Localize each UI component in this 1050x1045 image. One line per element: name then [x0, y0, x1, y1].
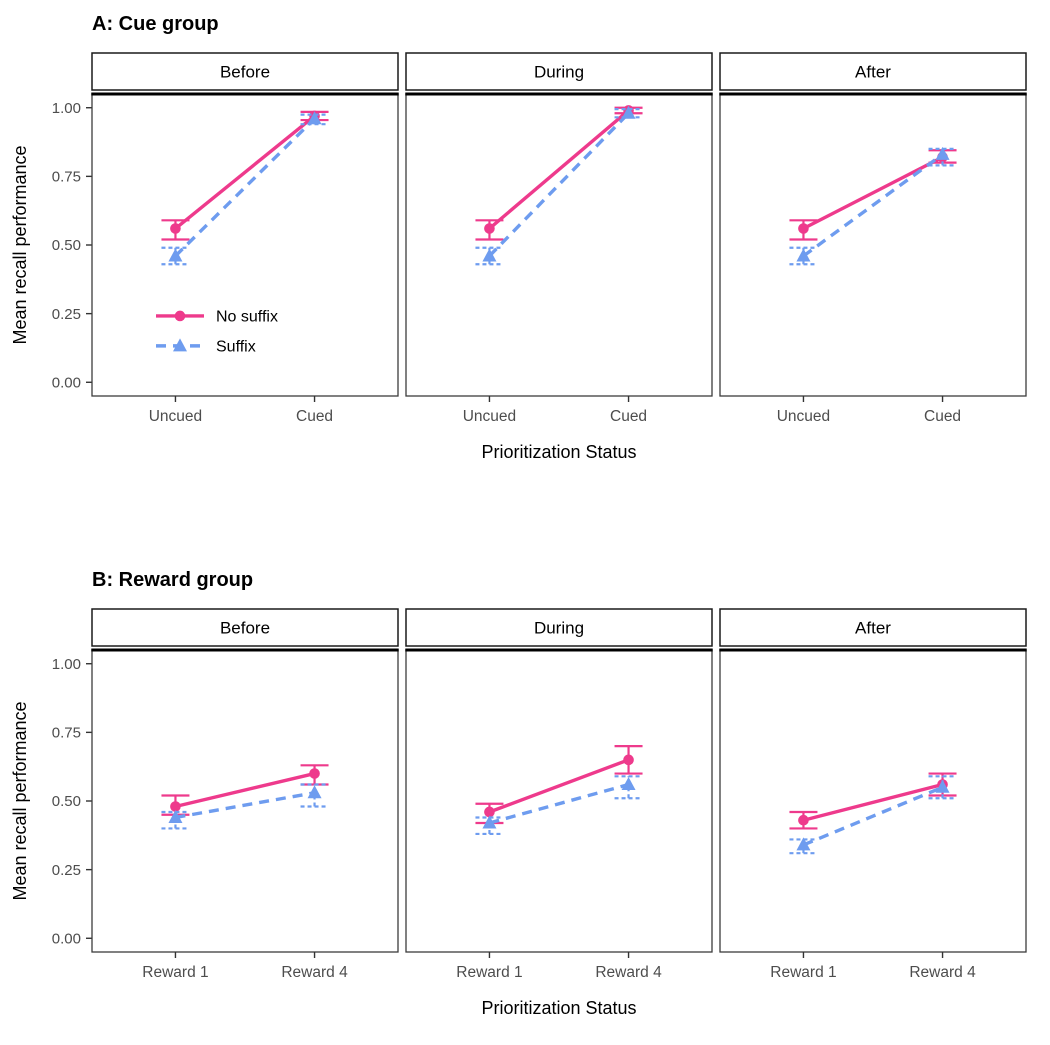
data-point-circle	[798, 814, 809, 826]
figure-a-chart: 0.00 0.25 0.50 0.75 1.00 Mean recall performa…	[10, 52, 1027, 462]
series-line	[803, 782, 943, 822]
panel	[405, 93, 713, 397]
x-axis-title: Prioritization Status	[481, 442, 636, 462]
data-point-circle	[484, 223, 495, 234]
x-axis-tick-label: Reward 1	[456, 964, 522, 981]
facet-strip	[91, 52, 399, 91]
x-axis-tick-label: Cued	[610, 408, 647, 425]
data-point-circle	[484, 806, 495, 818]
panel	[91, 649, 399, 953]
data-point-triangle	[621, 105, 636, 119]
x-axis-tick-label: Uncued	[463, 408, 516, 425]
series-line	[802, 155, 944, 231]
series-line	[802, 153, 944, 258]
x-axis-tick-label: Reward 1	[770, 964, 836, 981]
figure-a: A: Cue group 0.00 0.25 0.50 0.75 1.00 Mean re…	[0, 0, 1050, 471]
x-axis-tick-label: Reward 1	[142, 964, 208, 981]
series-line	[488, 109, 630, 230]
data-point-triangle	[935, 779, 950, 793]
y-axis-tick-label: 0.25	[52, 306, 81, 323]
data-point-circle	[170, 801, 181, 812]
figure-b-title: B: Reward group	[92, 569, 254, 591]
x-axis-tick-label: Reward 4	[281, 964, 348, 981]
x-axis-tick-label: Uncued	[149, 408, 202, 425]
series-line	[175, 771, 315, 809]
series-line	[174, 117, 316, 258]
figure-a-title: A: Cue group	[92, 13, 219, 35]
facet-strip	[719, 608, 1027, 647]
y-axis-tick-label: 0.50	[52, 237, 81, 254]
y-axis-tick-label: 0.50	[52, 793, 81, 810]
data-point-triangle	[482, 815, 497, 829]
y-axis-title: Mean recall performance	[10, 701, 30, 900]
legend-key-marker	[174, 310, 186, 322]
x-axis-tick-label: Cued	[296, 408, 333, 425]
data-point-triangle	[796, 248, 811, 262]
series-line	[802, 785, 944, 847]
figure-b: B: Reward group 0.00 0.25 0.50 0.75 1.00 Mean…	[0, 566, 1050, 1027]
facet-strip	[719, 52, 1027, 91]
data-point-triangle	[621, 777, 636, 791]
legend-key-marker	[173, 338, 187, 352]
series-line	[174, 114, 316, 230]
series-line	[489, 782, 629, 825]
series-line	[488, 758, 630, 814]
y-axis-tick-label: 1.00	[52, 656, 81, 673]
data-point-triangle	[307, 785, 322, 799]
panel	[405, 649, 713, 953]
data-point-circle	[309, 768, 320, 779]
y-axis-tick-label: 0.75	[52, 169, 81, 186]
panel	[91, 93, 399, 397]
x-axis-tick-label: Cued	[924, 408, 961, 425]
data-point-triangle	[482, 248, 497, 262]
y-axis-tick-label: 0.25	[52, 862, 81, 879]
series-line	[175, 791, 315, 820]
figure-b-chart: 0.00 0.25 0.50 0.75 1.00 Mean recall performa…	[10, 608, 1027, 1018]
data-point-circle	[623, 754, 634, 766]
facet-strip	[405, 52, 713, 91]
x-axis-title: Prioritization Status	[481, 998, 636, 1018]
facet-strip-label: After	[855, 63, 891, 82]
facet-strip-label: During	[534, 63, 584, 82]
data-point-circle	[170, 223, 181, 234]
facet-strip	[405, 608, 713, 647]
x-axis-tick-label: Reward 4	[595, 964, 662, 981]
y-axis-tick-label: 0.00	[52, 930, 81, 947]
facet-strip	[91, 608, 399, 647]
facet-strip-label: Before	[220, 63, 270, 82]
panel	[719, 93, 1027, 397]
y-axis-tick-label: 1.00	[52, 100, 81, 117]
data-point-circle	[798, 223, 809, 234]
data-point-triangle	[935, 146, 950, 160]
x-axis-tick-label: Reward 4	[909, 964, 976, 981]
y-axis-title: Mean recall performance	[10, 145, 30, 344]
y-axis-tick-label: 0.00	[52, 374, 81, 391]
y-axis-tick-label: 0.75	[52, 725, 81, 742]
x-axis-tick-label: Uncued	[777, 408, 830, 425]
legend-label: No suffix	[216, 308, 278, 325]
facet-strip-label: Before	[220, 619, 270, 638]
data-point-triangle	[168, 809, 183, 823]
data-point-triangle	[796, 837, 811, 851]
legend-label: Suffix	[216, 338, 256, 355]
facet-strip-label: During	[534, 619, 584, 638]
data-point-triangle	[168, 248, 183, 262]
data-point-triangle	[307, 111, 322, 125]
facet-strip-label: After	[855, 619, 891, 638]
